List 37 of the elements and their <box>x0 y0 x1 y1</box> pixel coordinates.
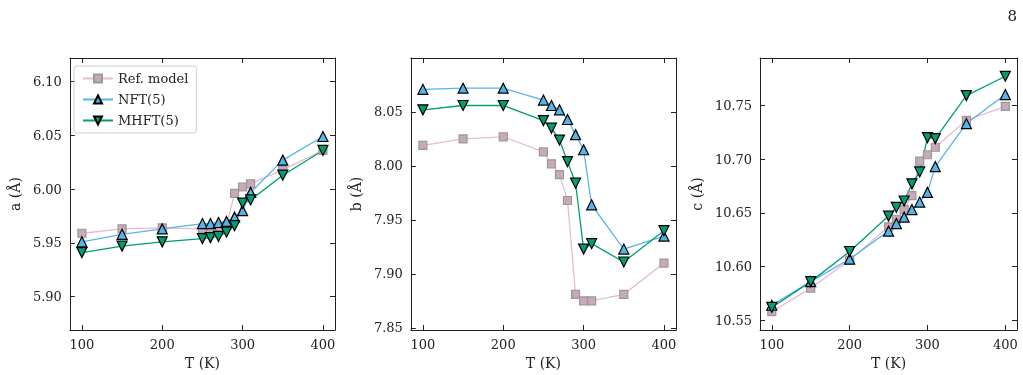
y-tick-label: 7.90 <box>373 266 403 282</box>
y-tick-label: 5.90 <box>32 289 62 305</box>
x-tick-label: 300 <box>230 337 256 352</box>
x-tick-label: 100 <box>69 337 95 352</box>
x-tick-label: 200 <box>837 337 863 352</box>
legend-label: MHFT(5) <box>118 113 179 128</box>
legend-label: Ref. model <box>118 71 189 86</box>
y-tick-label: 10.65 <box>714 205 753 221</box>
y-tick-label: 6.00 <box>32 181 62 197</box>
y-tick-label: 7.95 <box>373 212 403 228</box>
y-axis-title: c (Å) <box>688 177 705 211</box>
x-tick-label: 100 <box>410 337 436 352</box>
x-axis-title: T (K) <box>184 354 221 371</box>
y-tick-label: 6.10 <box>32 74 62 90</box>
y-tick-label: 10.70 <box>714 151 753 167</box>
y-tick-label: 5.95 <box>32 235 62 251</box>
y-axis-title: a (Å) <box>6 177 23 211</box>
y-tick-label: 8.00 <box>373 158 403 174</box>
y-tick-label: 10.55 <box>714 312 753 328</box>
x-tick-label: 400 <box>310 337 336 352</box>
y-tick-label: 7.85 <box>373 320 403 336</box>
y-tick-label: 8.05 <box>373 104 403 120</box>
y-tick-label: 10.60 <box>714 259 753 275</box>
x-tick-label: 200 <box>149 337 175 352</box>
legend-label: NFT(5) <box>118 92 166 107</box>
x-tick-label: 300 <box>571 337 597 352</box>
y-tick-label: 6.05 <box>32 127 62 143</box>
x-axis-title: T (K) <box>525 354 562 371</box>
x-tick-label: 100 <box>759 337 785 352</box>
x-tick-label: 400 <box>992 337 1018 352</box>
x-tick-label: 400 <box>651 337 677 352</box>
x-tick-label: 300 <box>915 337 940 352</box>
text: 8 <box>1007 6 1017 25</box>
y-axis-title: b (Å) <box>347 176 364 212</box>
x-tick-label: 200 <box>490 337 516 352</box>
y-tick-label: 10.75 <box>714 97 753 113</box>
x-axis-title: T (K) <box>870 354 907 371</box>
